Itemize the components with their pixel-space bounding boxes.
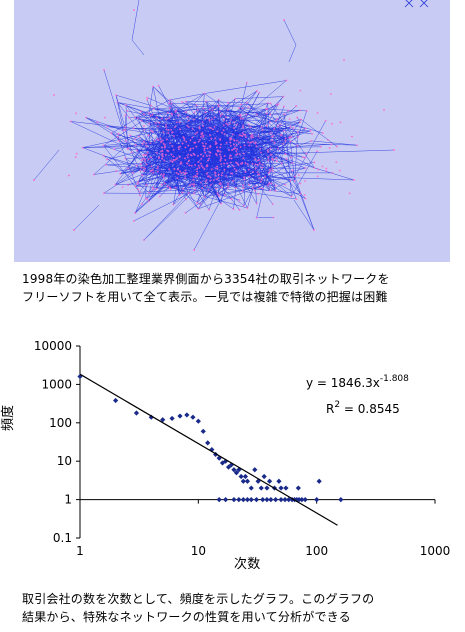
data-point	[314, 497, 320, 503]
data-point	[219, 460, 226, 466]
data-point	[200, 428, 206, 434]
data-point	[295, 485, 301, 491]
data-point	[283, 485, 289, 491]
power-trendline	[79, 373, 338, 526]
x-tick-label: 10	[191, 544, 206, 558]
data-point	[223, 458, 229, 464]
data-point	[236, 467, 242, 473]
data-point	[248, 497, 254, 503]
data-point	[244, 478, 251, 484]
data-point	[231, 467, 237, 473]
trend-equation-base: y = 1846.3x	[306, 376, 380, 390]
data-point	[338, 497, 344, 503]
data-point	[236, 497, 242, 503]
data-point	[264, 485, 270, 491]
network-nodes	[33, 9, 395, 251]
data-point	[231, 497, 237, 503]
data-point	[268, 497, 274, 503]
data-point	[255, 478, 261, 484]
network-graph-svg	[33, 0, 429, 251]
data-point	[133, 410, 140, 416]
data-point	[253, 497, 260, 503]
star-node-icon	[404, 0, 414, 8]
trend-r-squared: R2 = 0.8545	[326, 400, 400, 416]
data-point	[77, 373, 83, 380]
r-squared-value: = 0.8545	[340, 402, 400, 416]
y-tick-labels: 10000 1000 100 10 1 0.1	[34, 339, 80, 545]
trend-equation-exponent: -1.808	[380, 374, 409, 384]
data-points	[77, 373, 344, 503]
y-tick-label: 1	[64, 493, 72, 507]
r-squared-sup: 2	[334, 400, 340, 410]
data-point	[216, 497, 222, 503]
x-tick-labels: 1 10 100 1000	[76, 499, 451, 558]
y-tick-label: 10	[57, 454, 72, 468]
y-tick-label: 100	[49, 416, 72, 430]
x-tick-label: 1000	[420, 544, 451, 558]
data-point	[276, 478, 282, 484]
degree-distribution-chart: 10000 1000 100 10 1 0.1 1 10 100 1000 頻度 y = 184…	[0, 330, 465, 575]
network-caption-line1: 1998年の染色加工整理業界側面から3354社の取引ネットワークを	[22, 272, 390, 286]
r-squared-base: R	[326, 402, 334, 416]
data-point	[302, 497, 308, 503]
data-point	[266, 478, 273, 484]
data-point	[258, 485, 264, 491]
x-axis-title: 次数	[234, 557, 261, 572]
data-point	[273, 497, 279, 503]
trend-equation: y = 1846.3x-1.808	[306, 374, 409, 390]
data-point	[316, 478, 322, 484]
data-point	[278, 485, 284, 491]
network-edges	[33, 0, 395, 251]
data-point	[248, 485, 254, 491]
data-point	[261, 473, 267, 480]
chart-caption-line1: 取引会社の数を次数として、頻度を示したグラフ。このグラフの	[22, 592, 375, 606]
data-point	[190, 414, 196, 420]
network-graph-image	[14, 0, 450, 262]
data-point	[113, 397, 119, 404]
network-caption-line2: フリーソフトを用いて全て表示。一見では複雑で特徴の把握は困難	[22, 290, 388, 304]
data-point	[184, 412, 190, 418]
y-tick-label: 0.1	[53, 531, 72, 545]
data-point	[169, 415, 175, 422]
chart-caption-line2: 結果から、特殊なネットワークの性質を用いて分析ができる	[22, 610, 351, 624]
y-axis-title: 頻度	[0, 405, 16, 431]
data-point	[252, 467, 258, 473]
y-tick-label: 10000	[34, 339, 72, 353]
trendline	[79, 373, 338, 526]
y-tick-label: 1000	[41, 377, 72, 391]
star-node-icon	[419, 0, 429, 8]
data-point	[195, 418, 201, 424]
data-point	[223, 497, 229, 503]
chart-svg: 10000 1000 100 10 1 0.1 1 10 100 1000 頻度 y = 184…	[0, 339, 451, 558]
x-tick-label: 100	[305, 544, 328, 558]
x-tick-label: 1	[76, 544, 84, 558]
data-point	[177, 413, 183, 419]
data-point	[238, 473, 244, 480]
data-point	[242, 473, 249, 480]
data-point	[205, 440, 211, 446]
